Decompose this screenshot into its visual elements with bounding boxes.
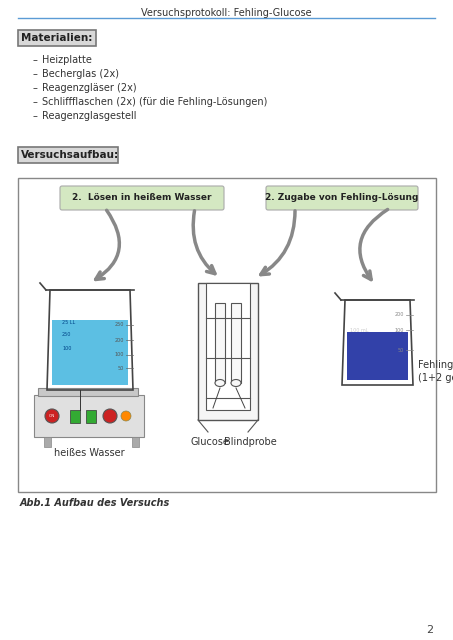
FancyBboxPatch shape — [18, 30, 96, 46]
Text: Heizplatte: Heizplatte — [42, 55, 92, 65]
Text: Glucose: Glucose — [191, 437, 229, 447]
FancyArrowPatch shape — [360, 209, 388, 280]
FancyArrowPatch shape — [261, 211, 295, 275]
Text: 100: 100 — [62, 346, 72, 351]
Bar — [38, 388, 138, 396]
Ellipse shape — [215, 380, 225, 387]
Text: –: – — [33, 83, 38, 93]
Text: 2. Zugabe von Fehling-Lösung: 2. Zugabe von Fehling-Lösung — [265, 193, 419, 202]
Text: 50: 50 — [118, 365, 124, 371]
Text: 50: 50 — [398, 348, 404, 353]
Ellipse shape — [231, 380, 241, 387]
FancyBboxPatch shape — [60, 186, 224, 210]
Bar — [34, 395, 144, 437]
Text: Versuchsaufbau:: Versuchsaufbau: — [21, 150, 119, 160]
Circle shape — [45, 409, 59, 423]
Text: –: – — [33, 69, 38, 79]
Text: ON: ON — [49, 414, 55, 418]
Text: 250: 250 — [115, 323, 124, 328]
Bar — [215, 303, 225, 383]
Text: heißes Wasser: heißes Wasser — [54, 448, 124, 458]
Text: 200: 200 — [395, 312, 404, 317]
Text: 250: 250 — [62, 332, 72, 337]
FancyArrowPatch shape — [193, 211, 215, 274]
FancyBboxPatch shape — [266, 186, 418, 210]
Text: –: – — [33, 97, 38, 107]
Text: 200: 200 — [115, 337, 124, 342]
Text: 100: 100 — [395, 328, 404, 333]
Text: Versuchsprotokoll: Fehling-Glucose: Versuchsprotokoll: Fehling-Glucose — [141, 8, 311, 18]
Text: Reagenzglasgestell: Reagenzglasgestell — [42, 111, 136, 121]
Bar — [52, 320, 128, 385]
Text: Materialien:: Materialien: — [21, 33, 92, 43]
Text: 100: 100 — [115, 353, 124, 358]
Bar — [347, 332, 408, 380]
Text: Abb.1 Aufbau des Versuchs: Abb.1 Aufbau des Versuchs — [20, 498, 170, 508]
Bar — [70, 410, 80, 423]
Bar — [231, 303, 241, 383]
Text: Becherglas (2x): Becherglas (2x) — [42, 69, 119, 79]
Text: Reagenzgläser (2x): Reagenzgläser (2x) — [42, 83, 137, 93]
FancyBboxPatch shape — [18, 147, 118, 163]
Bar — [132, 437, 139, 447]
Bar — [18, 178, 436, 492]
Text: 25 LL: 25 LL — [62, 319, 75, 324]
Text: Blindprobe: Blindprobe — [224, 437, 276, 447]
Text: 100 mL: 100 mL — [350, 328, 368, 333]
Bar — [86, 410, 96, 423]
Text: (1+2 gemischt): (1+2 gemischt) — [418, 373, 453, 383]
Text: Fehling-Lösung: Fehling-Lösung — [418, 360, 453, 370]
Text: –: – — [33, 55, 38, 65]
Text: 2: 2 — [426, 625, 434, 635]
Text: –: – — [33, 111, 38, 121]
Bar — [206, 283, 250, 410]
Text: 2.  Lösen in heißem Wasser: 2. Lösen in heißem Wasser — [72, 193, 212, 202]
Bar — [44, 437, 51, 447]
Circle shape — [103, 409, 117, 423]
FancyArrowPatch shape — [96, 211, 120, 280]
Text: Schliffflaschen (2x) (für die Fehling-Lösungen): Schliffflaschen (2x) (für die Fehling-Lö… — [42, 97, 267, 107]
Circle shape — [121, 411, 131, 421]
Bar — [198, 283, 258, 420]
